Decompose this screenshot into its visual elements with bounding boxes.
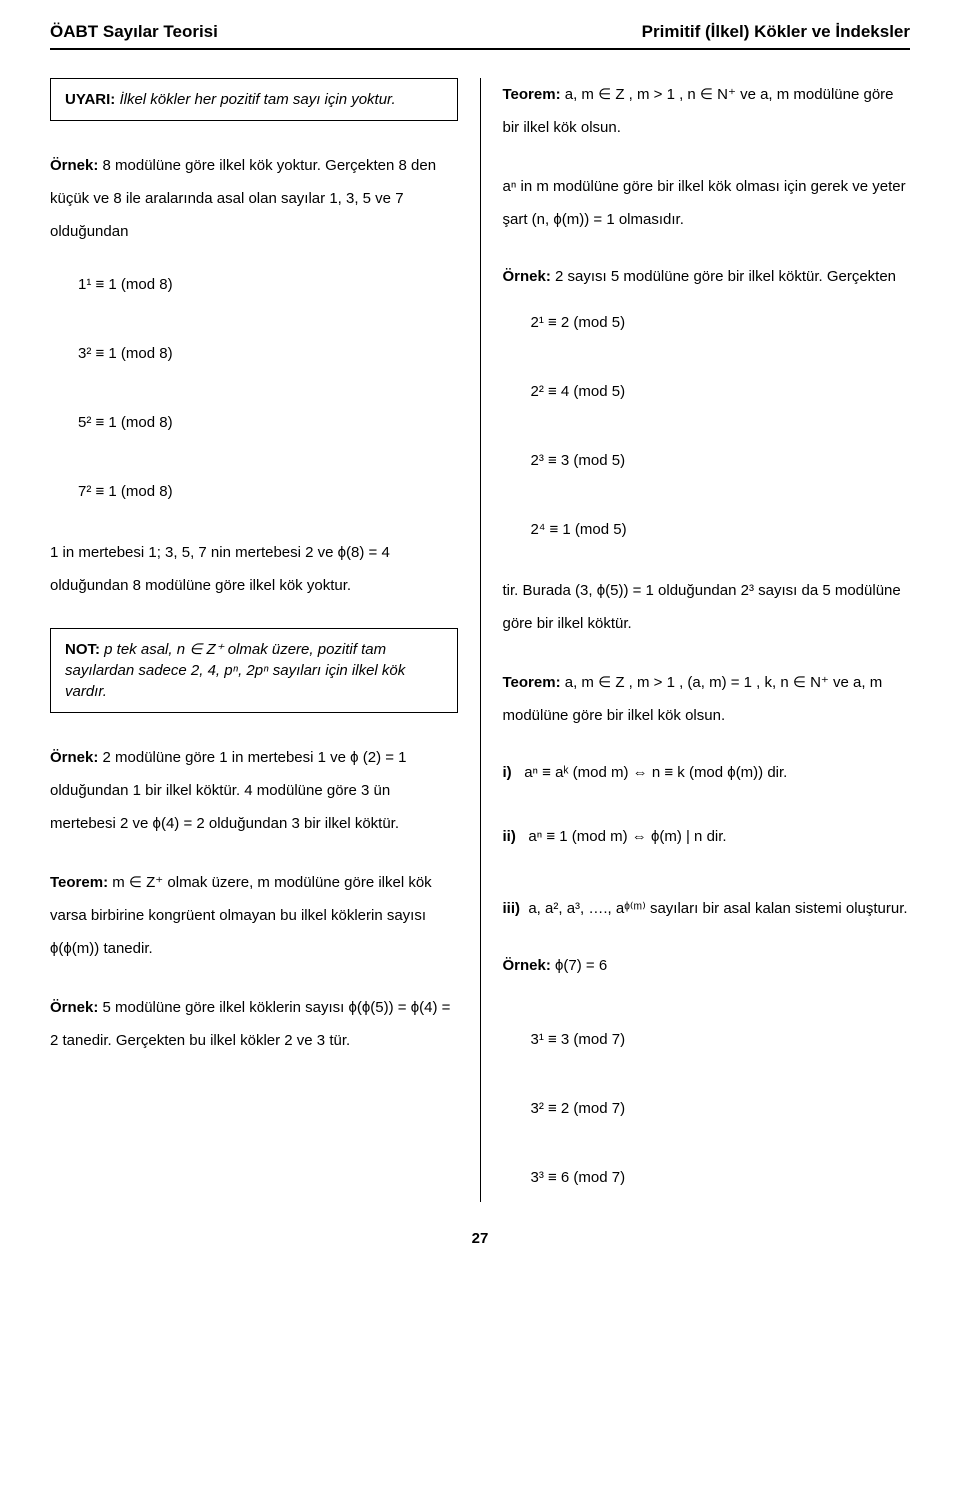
example-mod8: Örnek: 8 modülüne göre ilkel kök yoktur.… [50,149,458,248]
item-lead: i) [503,764,512,781]
theorem-lead: Teorem: [503,86,561,103]
item-i: i) aⁿ ≡ aᵏ (mod m) ⇔ n ≡ k (mod ϕ(m)) di… [503,758,911,788]
example-text: 2 sayısı 5 modülüne göre bir ilkel köktü… [551,268,896,285]
item-lead: iii) [503,900,521,917]
item-text: aⁿ ≡ aᵏ (mod m) ⇔ n ≡ k (mod ϕ(m)) dir. [524,764,787,781]
theorem-condition: aⁿ in m modülüne göre bir ilkel kök olma… [503,170,911,236]
eq-text: 3¹ ≡ 3 (mod 7) [531,1031,626,1048]
eq-3-mod8: 3² ≡ 1 (mod 8) [78,343,458,364]
eq-text: 1¹ ≡ 1 (mod 8) [78,276,173,293]
theorem-phi-phi: Teorem: m ∈ Z⁺ olmak üzere, m modülüne g… [50,866,458,965]
eq-7-mod8: 7² ≡ 1 (mod 8) [78,481,458,502]
note-box: NOT: p tek asal, n ∈ Z⁺ olmak üzere, poz… [50,628,458,713]
example-mod5: Örnek: 2 sayısı 5 modülüne göre bir ilke… [503,262,911,292]
page-number: 27 [50,1228,910,1249]
eq-text: 2³ ≡ 3 (mod 5) [531,452,626,469]
note-text: p tek asal, n ∈ Z⁺ olmak üzere, pozitif … [65,641,405,700]
eq-2-3-mod5: 2³ ≡ 3 (mod 5) [531,450,911,471]
theorem-lead: Teorem: [50,874,108,891]
example-text: 8 modülüne göre ilkel kök yoktur. Gerçek… [50,157,436,240]
eq-2-4-mod5: 2⁴ ≡ 1 (mod 5) [531,519,911,540]
example-lead: Örnek: [503,957,551,974]
theorem-primitive-root: Teorem: a, m ∈ Z , m > 1 , n ∈ N⁺ ve a, … [503,78,911,144]
eq-text: 2⁴ ≡ 1 (mod 5) [531,521,627,538]
item-iii: iii) a, a², a³, …., aᶲ⁽ᵐ⁾ sayıları bir a… [503,892,911,925]
header-left: ÖABT Sayılar Teorisi [50,20,218,44]
warning-text: İlkel kökler her pozitif tam sayı için y… [115,91,395,108]
example-text: 5 modülüne göre ilkel köklerin sayısı ϕ(… [50,999,450,1049]
theorem-ak-an: Teorem: a, m ∈ Z , m > 1 , (a, m) = 1 , … [503,666,911,732]
item-ii: ii) aⁿ ≡ 1 (mod m) ⇔ ϕ(m) | n dir. [503,822,911,852]
eq-text: 3² ≡ 2 (mod 7) [531,1100,626,1117]
example-lead: Örnek: [503,268,551,285]
example-mod2-4: Örnek: 2 modülüne göre 1 in mertebesi 1 … [50,741,458,840]
columns: UYARI: İlkel kökler her pozitif tam sayı… [50,78,910,1202]
eq-3-2-mod7: 3² ≡ 2 (mod 7) [531,1098,911,1119]
example-lead: Örnek: [50,999,98,1016]
eq-1-mod8: 1¹ ≡ 1 (mod 8) [78,274,458,295]
conclusion-mod8: 1 in mertebesi 1; 3, 5, 7 nin mertebesi … [50,536,458,602]
eq-text: 5² ≡ 1 (mod 8) [78,414,173,431]
warning-lead: UYARI: [65,91,115,108]
right-column: Teorem: a, m ∈ Z , m > 1 , n ∈ N⁺ ve a, … [481,78,911,1202]
item-lead: ii) [503,828,516,845]
eq-3-3-mod7: 3³ ≡ 6 (mod 7) [531,1167,911,1188]
item-text: a, a², a³, …., aᶲ⁽ᵐ⁾ sayıları bir asal k… [528,900,907,917]
item-text: aⁿ ≡ 1 (mod m) ⇔ ϕ(m) | n dir. [528,828,726,845]
example-lead: Örnek: [50,749,98,766]
eq-text: 3² ≡ 1 (mod 8) [78,345,173,362]
page-header: ÖABT Sayılar Teorisi Primitif (İlkel) Kö… [50,20,910,50]
conclusion-mod5: tir. Burada (3, ϕ(5)) = 1 olduğundan 2³ … [503,574,911,640]
eq-text: 3³ ≡ 6 (mod 7) [531,1169,626,1186]
example-mod5-count: Örnek: 5 modülüne göre ilkel köklerin sa… [50,991,458,1057]
theorem-lead: Teorem: [503,674,561,691]
theorem-text: a, m ∈ Z , m > 1 , n ∈ N⁺ ve a, m modülü… [503,86,894,136]
example-text: ϕ(7) = 6 [551,957,607,974]
eq-2-2-mod5: 2² ≡ 4 (mod 5) [531,381,911,402]
eq-text: 2¹ ≡ 2 (mod 5) [531,314,626,331]
theorem-text: m ∈ Z⁺ olmak üzere, m modülüne göre ilke… [50,874,432,957]
eq-5-mod8: 5² ≡ 1 (mod 8) [78,412,458,433]
example-lead: Örnek: [50,157,98,174]
header-right: Primitif (İlkel) Kökler ve İndeksler [642,20,910,44]
page: ÖABT Sayılar Teorisi Primitif (İlkel) Kö… [0,0,960,1289]
eq-text: 7² ≡ 1 (mod 8) [78,483,173,500]
example-phi7: Örnek: ϕ(7) = 6 [503,951,911,981]
left-column: UYARI: İlkel kökler her pozitif tam sayı… [50,78,480,1202]
eq-3-1-mod7: 3¹ ≡ 3 (mod 7) [531,1029,911,1050]
example-text: 2 modülüne göre 1 in mertebesi 1 ve ϕ (2… [50,749,407,832]
eq-text: 2² ≡ 4 (mod 5) [531,383,626,400]
eq-2-1-mod5: 2¹ ≡ 2 (mod 5) [531,312,911,333]
note-lead: NOT: [65,641,100,658]
warning-box: UYARI: İlkel kökler her pozitif tam sayı… [50,78,458,121]
